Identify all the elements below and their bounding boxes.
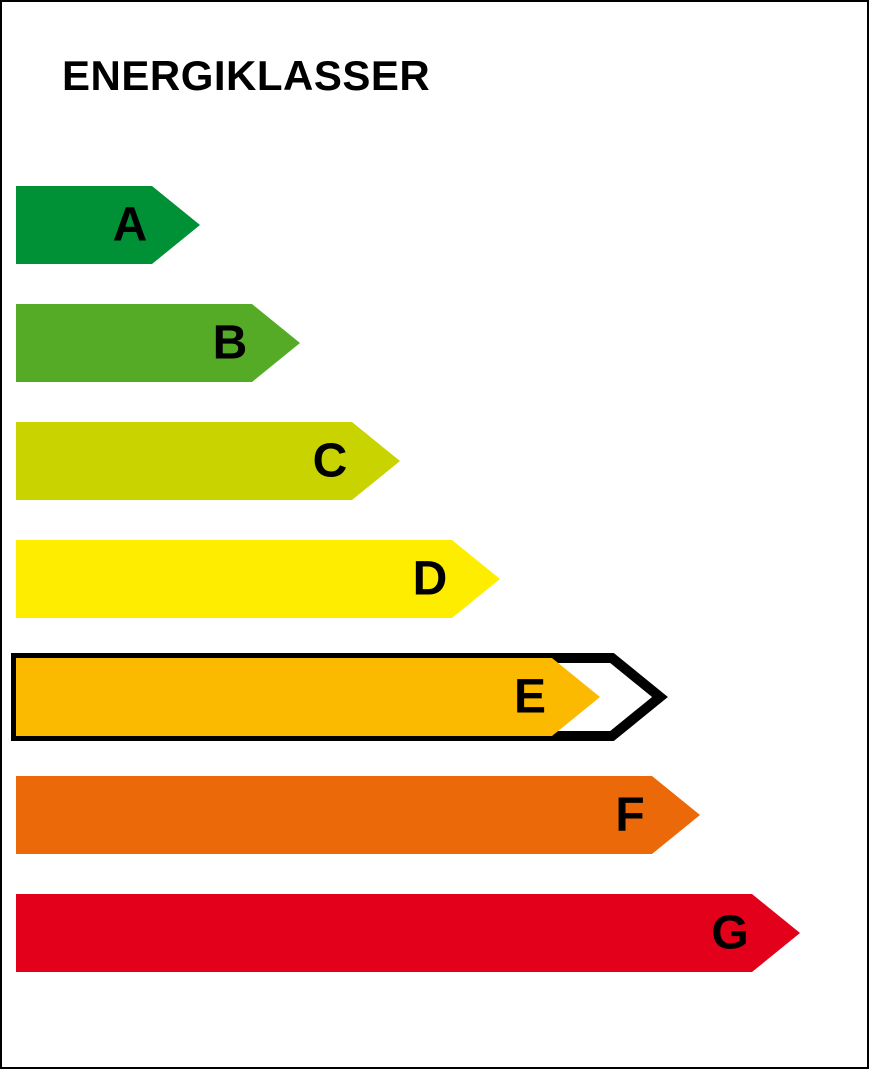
energy-bar-c: C (16, 422, 400, 500)
energy-bar-b: B (16, 304, 300, 382)
energy-bar-label: F (615, 789, 644, 842)
energy-bar-f: F (16, 776, 700, 854)
energy-bar-label: D (413, 553, 448, 606)
energy-bar-shape (16, 186, 200, 264)
energy-bar-label: E (514, 671, 546, 724)
bars-svg: A B C D E F G (2, 2, 869, 1071)
energy-bar-shape (16, 894, 800, 972)
energy-bar-shape (16, 776, 700, 854)
energy-bar-g: G (16, 894, 800, 972)
energy-bar-label: G (711, 907, 748, 960)
energy-bar-label: B (213, 317, 248, 370)
energy-bar-label: C (313, 435, 348, 488)
energy-class-chart: ENERGIKLASSER ABCDEFG (0, 0, 869, 1069)
energy-bar-shape (16, 658, 600, 736)
energy-bar-e: E (16, 658, 660, 736)
energy-bar-label: A (113, 199, 148, 252)
energy-bar-shape (16, 304, 300, 382)
energy-bar-d: D (16, 540, 500, 618)
energy-bar-a: A (16, 186, 200, 264)
